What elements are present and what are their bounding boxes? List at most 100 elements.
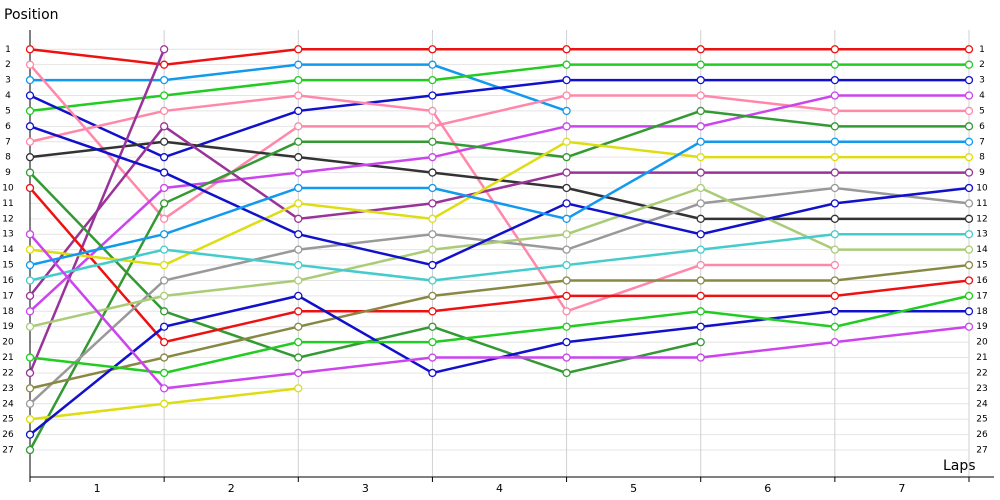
point bbox=[294, 168, 303, 177]
point bbox=[294, 260, 303, 270]
point bbox=[964, 168, 974, 177]
point bbox=[25, 399, 35, 408]
series-line bbox=[29, 233, 970, 390]
y-tick-label-right: 25 bbox=[976, 415, 987, 425]
point bbox=[964, 276, 974, 285]
point bbox=[562, 337, 571, 347]
point bbox=[294, 91, 303, 100]
point bbox=[428, 137, 437, 146]
point bbox=[562, 45, 571, 54]
point bbox=[696, 137, 705, 146]
point bbox=[159, 276, 169, 285]
point bbox=[830, 245, 840, 254]
point bbox=[830, 60, 840, 69]
y-tick-label-right: 2 bbox=[979, 60, 985, 70]
point bbox=[830, 75, 840, 85]
y-tick-label-right: 1 bbox=[979, 45, 985, 55]
y-tick-label: 17 bbox=[2, 291, 13, 301]
y-tick-label: 11 bbox=[2, 199, 13, 209]
point bbox=[562, 214, 571, 223]
point bbox=[428, 337, 437, 347]
x-tick-label: 2 bbox=[228, 482, 235, 495]
point bbox=[562, 183, 571, 193]
point bbox=[696, 60, 705, 69]
y-tick-label-right: 13 bbox=[976, 230, 987, 240]
point bbox=[830, 122, 840, 131]
point bbox=[830, 307, 840, 316]
point bbox=[964, 122, 974, 131]
point bbox=[25, 415, 35, 424]
point bbox=[159, 137, 169, 146]
x-tick-label: 3 bbox=[362, 482, 369, 495]
point bbox=[696, 75, 705, 85]
point bbox=[562, 230, 571, 239]
point bbox=[25, 183, 35, 193]
point bbox=[428, 60, 437, 69]
y-tick-label: 3 bbox=[5, 76, 11, 86]
y-tick-label-right: 22 bbox=[976, 368, 987, 378]
point bbox=[159, 245, 169, 254]
point bbox=[830, 199, 840, 208]
point bbox=[25, 153, 35, 162]
point bbox=[159, 399, 169, 408]
x-tick-label: 5 bbox=[630, 482, 637, 495]
point bbox=[428, 75, 437, 85]
point bbox=[159, 199, 169, 208]
point bbox=[562, 322, 571, 331]
point bbox=[25, 260, 35, 270]
series-line bbox=[29, 94, 969, 313]
y-tick-label-right: 3 bbox=[979, 76, 985, 86]
point bbox=[830, 183, 840, 193]
y-tick-label-right: 15 bbox=[976, 261, 987, 271]
point bbox=[428, 183, 437, 193]
y-tick-label-right: 8 bbox=[979, 153, 985, 163]
y-tick-label: 24 bbox=[2, 399, 14, 409]
series-line bbox=[29, 294, 970, 375]
point bbox=[964, 291, 974, 301]
point bbox=[696, 214, 705, 223]
y-tick-label: 6 bbox=[5, 122, 11, 132]
y-tick-label: 10 bbox=[2, 183, 14, 193]
point bbox=[428, 353, 437, 362]
y-axis-title: Position bbox=[4, 7, 59, 23]
point bbox=[159, 168, 169, 177]
y-tick-label-right: 21 bbox=[976, 353, 987, 363]
series-line bbox=[29, 263, 970, 390]
point bbox=[964, 91, 974, 100]
point bbox=[25, 430, 35, 439]
series-line bbox=[29, 78, 969, 159]
series-line bbox=[29, 48, 969, 66]
point bbox=[696, 168, 705, 177]
point bbox=[964, 199, 974, 208]
point bbox=[696, 230, 705, 239]
y-tick-label-right: 16 bbox=[976, 276, 988, 286]
y-tick-label-right: 5 bbox=[979, 106, 985, 116]
y-tick-label-right: 7 bbox=[979, 137, 985, 147]
point bbox=[696, 276, 705, 285]
y-tick-label: 12 bbox=[2, 214, 13, 224]
point bbox=[428, 322, 437, 331]
point bbox=[696, 91, 705, 100]
y-tick-label-right: 17 bbox=[976, 291, 987, 301]
series-line bbox=[29, 125, 970, 267]
point bbox=[562, 276, 571, 285]
point bbox=[159, 260, 169, 270]
point bbox=[964, 260, 974, 270]
point bbox=[159, 368, 169, 378]
series-line bbox=[29, 187, 970, 344]
point bbox=[830, 91, 840, 100]
x-axis-title: Laps bbox=[943, 458, 976, 474]
y-tick-label-right: 27 bbox=[976, 446, 987, 456]
point bbox=[696, 337, 705, 347]
point bbox=[696, 260, 705, 270]
point bbox=[696, 183, 705, 193]
point bbox=[294, 307, 303, 316]
y-tick-label-right: 14 bbox=[976, 245, 988, 255]
y-tick-label: 7 bbox=[5, 137, 11, 147]
y-tick-label: 26 bbox=[2, 430, 14, 440]
point bbox=[562, 60, 571, 69]
point bbox=[294, 245, 303, 254]
point bbox=[562, 168, 571, 177]
point bbox=[294, 337, 303, 347]
series-line bbox=[29, 63, 969, 221]
